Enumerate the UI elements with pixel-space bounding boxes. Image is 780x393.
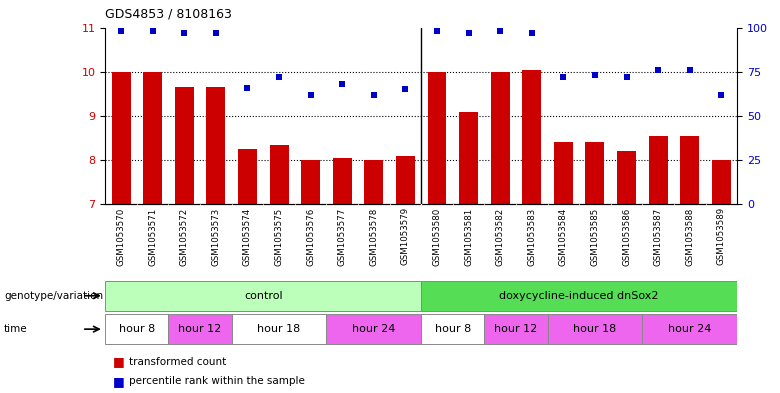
- Text: control: control: [244, 291, 282, 301]
- FancyBboxPatch shape: [421, 281, 737, 311]
- Text: genotype/variation: genotype/variation: [4, 291, 103, 301]
- Bar: [207, 87, 225, 204]
- Text: GSM1053577: GSM1053577: [338, 208, 347, 266]
- Point: [526, 29, 538, 36]
- Point: [210, 29, 222, 36]
- Bar: [491, 72, 509, 204]
- Text: hour 18: hour 18: [573, 324, 616, 334]
- Text: hour 12: hour 12: [179, 324, 222, 334]
- Text: ■: ■: [113, 375, 125, 388]
- FancyBboxPatch shape: [168, 314, 232, 344]
- Bar: [175, 87, 193, 204]
- Text: GSM1053582: GSM1053582: [495, 208, 505, 266]
- Bar: [649, 136, 668, 204]
- Bar: [112, 72, 130, 204]
- FancyBboxPatch shape: [326, 314, 421, 344]
- Bar: [144, 72, 162, 204]
- Point: [367, 92, 380, 98]
- Text: GSM1053576: GSM1053576: [306, 208, 315, 266]
- Bar: [364, 160, 383, 204]
- Text: GSM1053589: GSM1053589: [717, 208, 726, 266]
- Point: [620, 74, 633, 80]
- Bar: [617, 151, 636, 204]
- Bar: [523, 70, 541, 204]
- FancyBboxPatch shape: [548, 314, 643, 344]
- Bar: [680, 136, 699, 204]
- Text: GDS4853 / 8108163: GDS4853 / 8108163: [105, 7, 232, 20]
- Text: GSM1053575: GSM1053575: [275, 208, 284, 266]
- Text: GSM1053588: GSM1053588: [685, 208, 694, 266]
- Text: hour 24: hour 24: [352, 324, 395, 334]
- Text: ■: ■: [113, 355, 125, 368]
- Point: [304, 92, 317, 98]
- Bar: [301, 160, 320, 204]
- Point: [178, 29, 190, 36]
- Text: hour 8: hour 8: [434, 324, 471, 334]
- Point: [463, 29, 475, 36]
- Text: GSM1053587: GSM1053587: [654, 208, 663, 266]
- Text: GSM1053580: GSM1053580: [432, 208, 441, 266]
- Point: [115, 28, 127, 34]
- Point: [147, 28, 159, 34]
- Text: GSM1053574: GSM1053574: [243, 208, 252, 266]
- Point: [336, 81, 349, 87]
- Text: hour 12: hour 12: [495, 324, 537, 334]
- Text: hour 24: hour 24: [668, 324, 711, 334]
- Bar: [712, 160, 731, 204]
- Bar: [554, 142, 573, 204]
- Text: time: time: [4, 324, 27, 334]
- Point: [589, 72, 601, 78]
- Text: GSM1053570: GSM1053570: [116, 208, 126, 266]
- Point: [399, 86, 412, 92]
- Text: hour 8: hour 8: [119, 324, 155, 334]
- Bar: [270, 145, 289, 204]
- Bar: [238, 149, 257, 204]
- Text: GSM1053581: GSM1053581: [464, 208, 473, 266]
- Text: percentile rank within the sample: percentile rank within the sample: [129, 376, 304, 386]
- Point: [431, 28, 443, 34]
- Text: GSM1053573: GSM1053573: [211, 208, 221, 266]
- Text: GSM1053583: GSM1053583: [527, 208, 537, 266]
- FancyBboxPatch shape: [105, 314, 168, 344]
- Text: GSM1053579: GSM1053579: [401, 208, 410, 266]
- FancyBboxPatch shape: [232, 314, 326, 344]
- Point: [557, 74, 569, 80]
- Point: [652, 67, 665, 73]
- FancyBboxPatch shape: [421, 314, 484, 344]
- Point: [715, 92, 728, 98]
- Bar: [586, 142, 604, 204]
- FancyBboxPatch shape: [643, 314, 737, 344]
- Bar: [396, 156, 415, 204]
- Text: GSM1053578: GSM1053578: [369, 208, 378, 266]
- Bar: [333, 158, 352, 204]
- FancyBboxPatch shape: [105, 281, 421, 311]
- Bar: [459, 112, 478, 204]
- Text: GSM1053586: GSM1053586: [622, 208, 631, 266]
- Point: [494, 28, 506, 34]
- Text: hour 18: hour 18: [257, 324, 300, 334]
- Text: transformed count: transformed count: [129, 356, 226, 367]
- Text: GSM1053584: GSM1053584: [558, 208, 568, 266]
- Point: [273, 74, 285, 80]
- Point: [241, 84, 254, 91]
- Text: GSM1053585: GSM1053585: [590, 208, 600, 266]
- Point: [683, 67, 696, 73]
- Bar: [427, 72, 446, 204]
- Text: GSM1053572: GSM1053572: [179, 208, 189, 266]
- Text: doxycycline-induced dnSox2: doxycycline-induced dnSox2: [499, 291, 659, 301]
- Text: GSM1053571: GSM1053571: [148, 208, 158, 266]
- FancyBboxPatch shape: [484, 314, 548, 344]
